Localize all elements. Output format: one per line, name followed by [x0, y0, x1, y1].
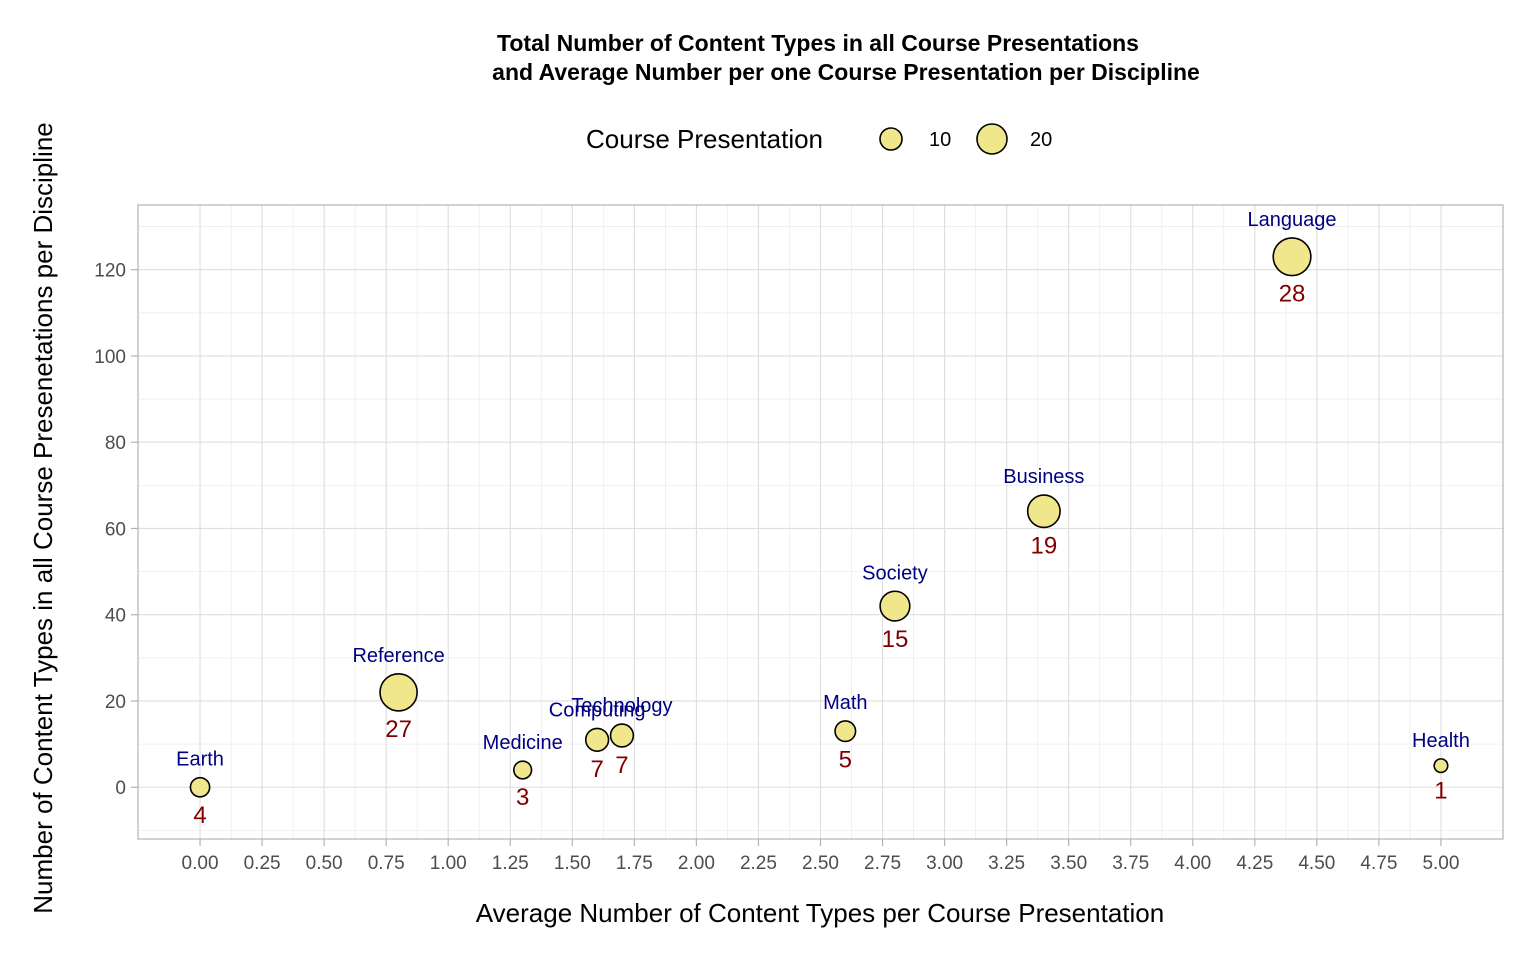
point-count-reference: 27 [385, 716, 412, 743]
legend-label-10: 10 [929, 129, 951, 151]
x-tick-label: 0.00 [182, 853, 219, 874]
y-tick-label: 60 [105, 519, 126, 540]
grid [137, 204, 1504, 840]
y-tick-label: 20 [105, 692, 126, 713]
x-tick-label: 2.75 [864, 853, 901, 874]
x-tick-label: 3.75 [1112, 853, 1149, 874]
x-tick-label: 1.50 [554, 853, 591, 874]
point-count-health: 1 [1434, 777, 1447, 804]
bubble-computing [584, 727, 610, 753]
bubble-technology [609, 723, 635, 748]
bubble-health [1433, 758, 1449, 774]
x-tick-label: 4.25 [1236, 853, 1273, 874]
y-tick-label: 80 [105, 433, 126, 454]
legend: Course Presentation 10 20 [586, 123, 1052, 155]
legend-label-20: 20 [1030, 129, 1052, 151]
point-count-language: 28 [1279, 281, 1306, 308]
x-tick-label: 4.75 [1360, 853, 1397, 874]
y-tick-label: 40 [105, 606, 126, 627]
point-name-computing: Computing [549, 699, 646, 721]
x-tick-label: 2.00 [678, 853, 715, 874]
point-name-reference: Reference [352, 645, 444, 667]
x-tick-label: 2.50 [802, 853, 839, 874]
x-tick-label: 1.00 [430, 853, 467, 874]
bubble-language [1272, 237, 1312, 277]
point-name-earth: Earth [176, 749, 224, 771]
y-axis-title: Number of Content Types in all Course Pr… [28, 122, 58, 913]
x-tick-label: 1.75 [616, 853, 653, 874]
chart-title-line-1: Total Number of Content Types in all Cou… [497, 30, 1139, 56]
legend-title: Course Presentation [586, 124, 823, 154]
point-count-technology: 7 [615, 752, 628, 779]
legend-key-10 [879, 127, 903, 151]
point-count-medicine: 3 [516, 784, 529, 811]
x-tick-label: 2.25 [740, 853, 777, 874]
point-name-business: Business [1003, 466, 1084, 488]
x-tick-label: 1.25 [492, 853, 529, 874]
point-count-business: 19 [1031, 532, 1058, 559]
y-tick-label: 120 [94, 261, 126, 282]
bubble-reference [379, 673, 418, 712]
point-count-society: 15 [882, 626, 909, 653]
x-tick-label: 3.25 [988, 853, 1025, 874]
point-name-health: Health [1412, 730, 1470, 752]
x-axis-title: Average Number of Content Types per Cour… [476, 898, 1164, 928]
x-tick-label: 0.25 [244, 853, 281, 874]
point-name-society: Society [862, 562, 928, 584]
bubble-medicine [513, 760, 533, 780]
x-tick-label: 3.50 [1050, 853, 1087, 874]
point-count-math: 5 [839, 746, 852, 773]
chart-title-line-2: and Average Number per one Course Presen… [492, 59, 1200, 85]
bubble-math [834, 720, 857, 743]
x-tick-label: 0.50 [306, 853, 343, 874]
x-tick-label: 4.00 [1174, 853, 1211, 874]
x-tick-label: 0.75 [368, 853, 405, 874]
point-count-computing: 7 [590, 756, 603, 783]
point-name-technology: Technology [571, 695, 672, 717]
point-name-language: Language [1248, 209, 1337, 231]
x-tick-label: 5.00 [1422, 853, 1459, 874]
bubble-earth [189, 776, 211, 798]
bubble-society [879, 590, 911, 622]
y-tick-label: 0 [115, 778, 126, 799]
data-points: Earth 4 Reference 27 Medicine 3 Computing 7 Tech… [176, 209, 1470, 829]
point-name-medicine: Medicine [483, 732, 563, 754]
bubble-business [1026, 494, 1061, 529]
axis-ticks: 0.00 0.25 0.50 0.75 1.00 1.25 1.50 1.75 2.00 2.25… [94, 261, 1459, 874]
x-tick-label: 4.50 [1298, 853, 1335, 874]
point-count-earth: 4 [193, 802, 206, 829]
y-tick-label: 100 [94, 347, 126, 368]
legend-key-20 [976, 123, 1008, 155]
point-name-math: Math [823, 692, 867, 714]
x-tick-label: 3.00 [926, 853, 963, 874]
